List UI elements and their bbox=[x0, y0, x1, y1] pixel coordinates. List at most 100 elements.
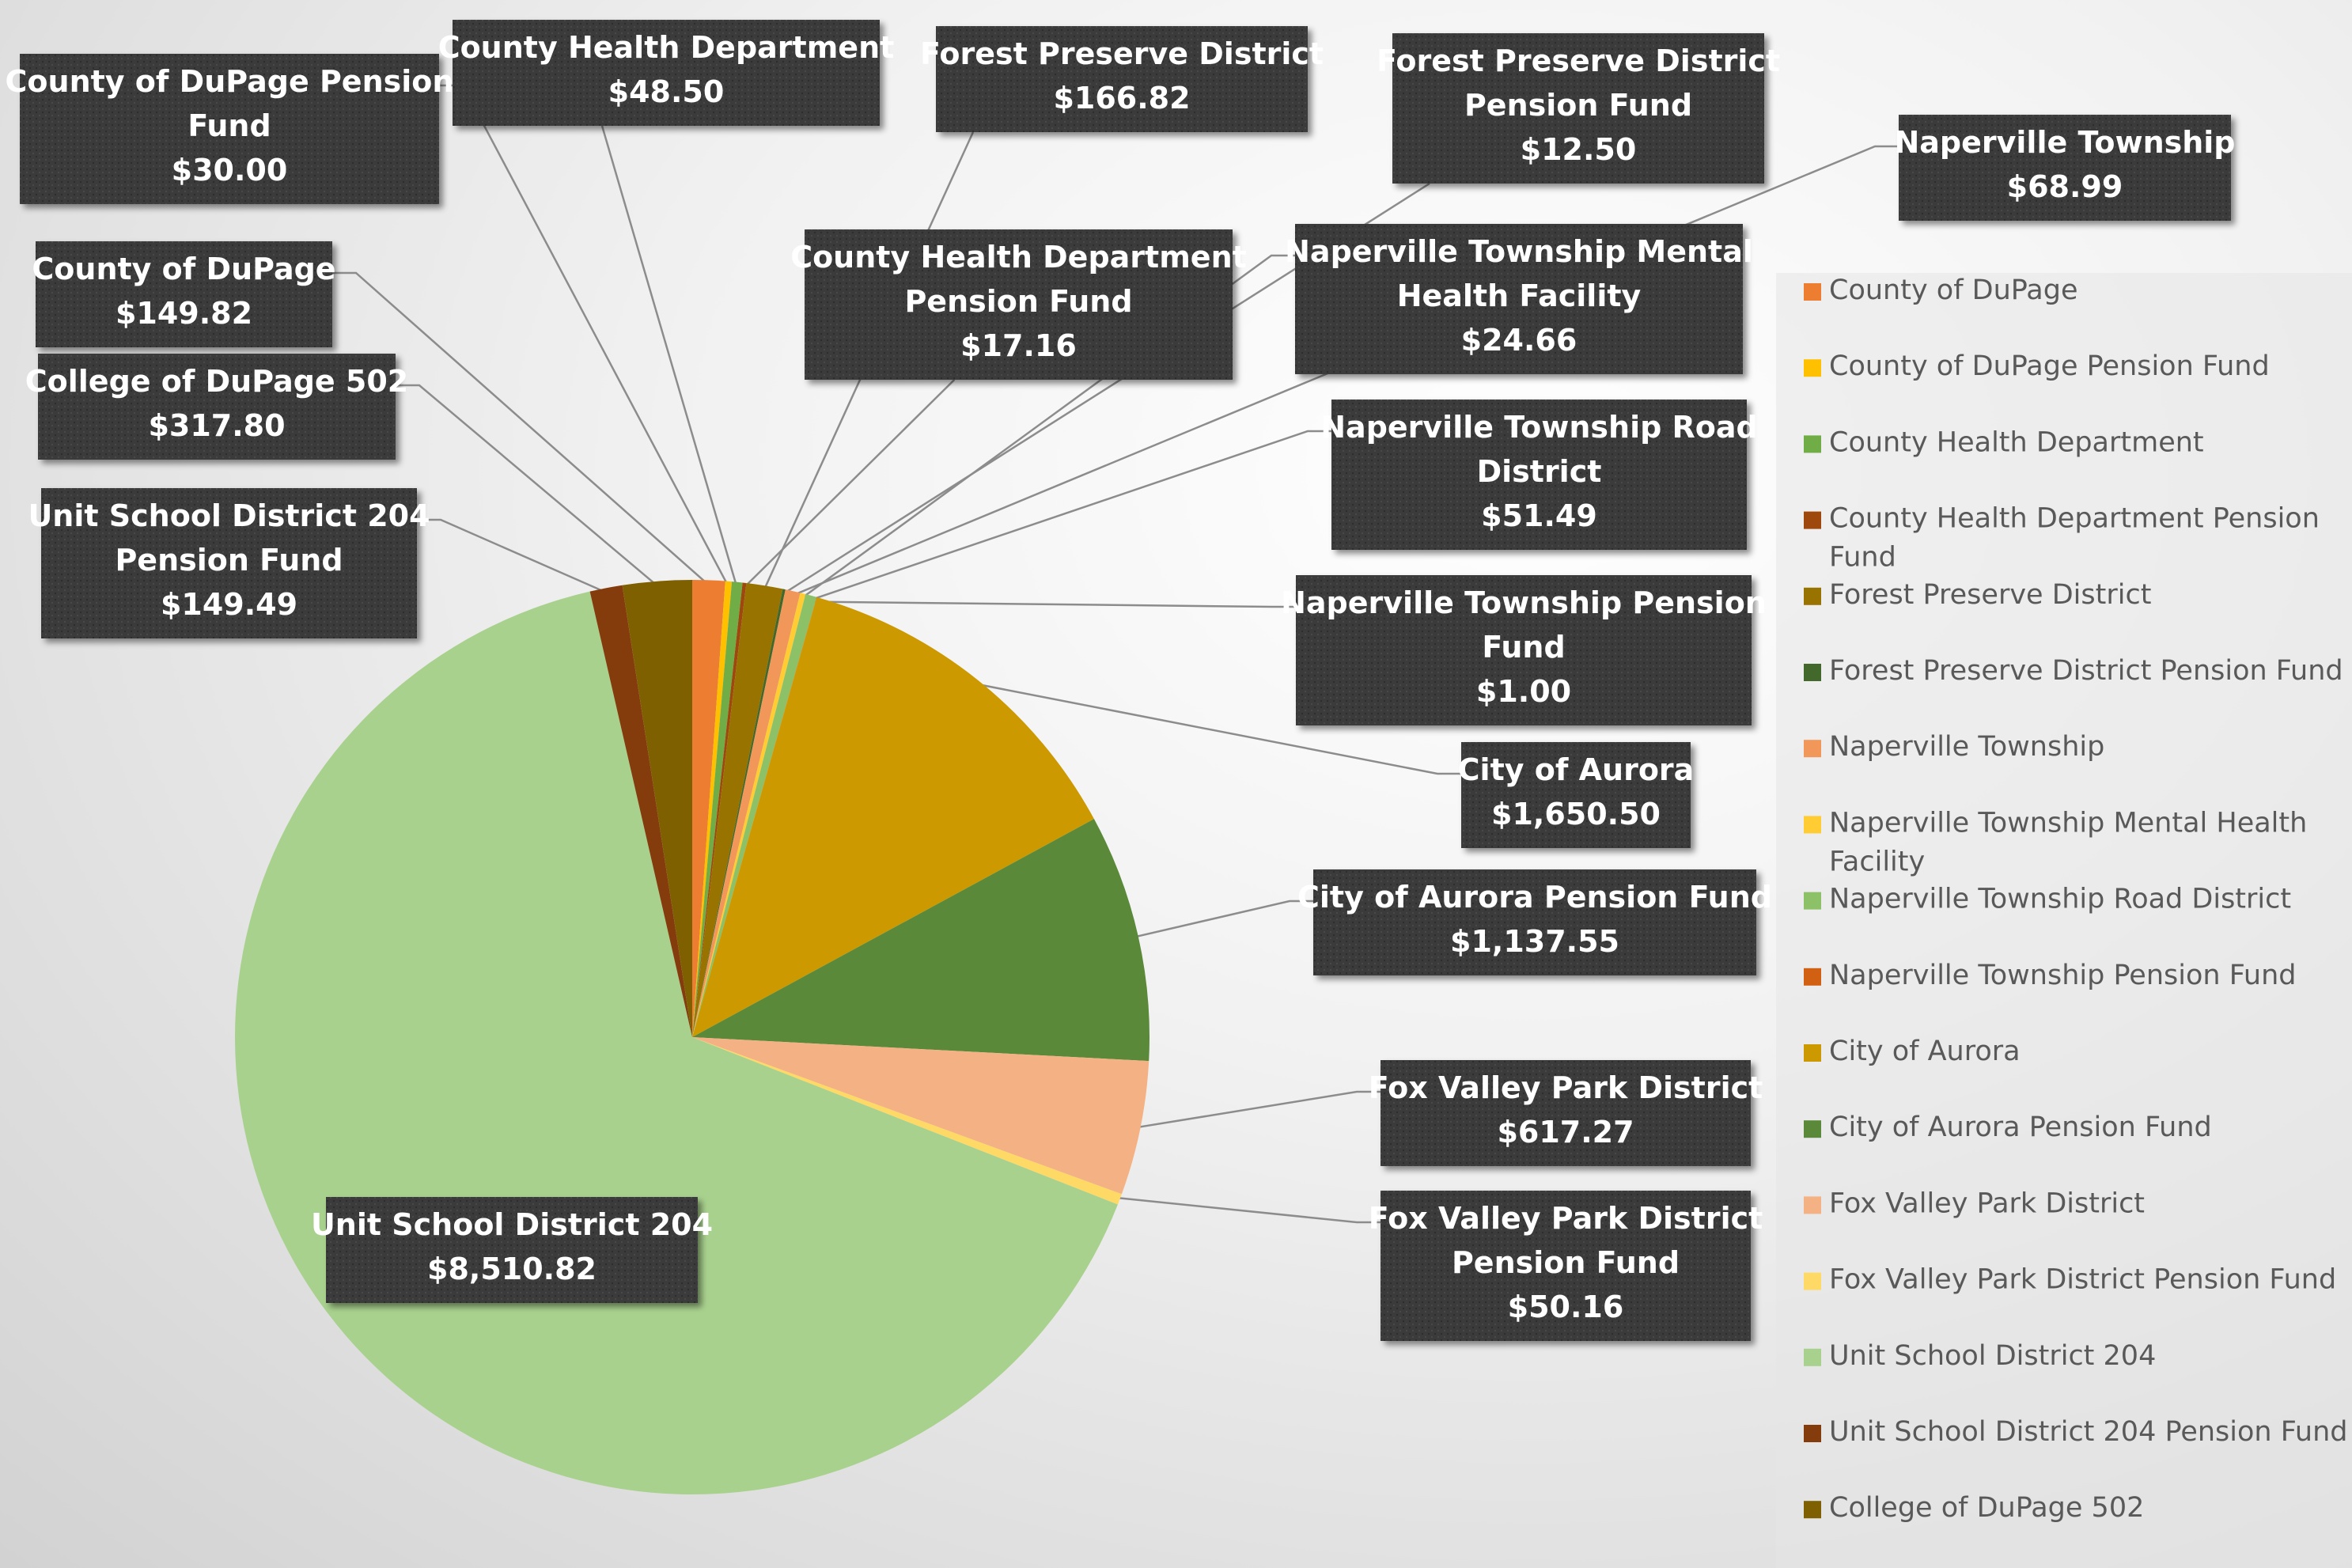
leader-line-county-of-dupage-pension-fund bbox=[439, 84, 729, 587]
callout-box bbox=[453, 20, 880, 126]
slice-county-health-department-pension-fund bbox=[692, 582, 747, 1037]
legend-label: County of DuPage Pension Fund bbox=[1829, 350, 2270, 382]
legend-label: Naperville Township Road District bbox=[1829, 884, 2291, 915]
callout-naperville-township: Naperville Township $68.99 bbox=[1894, 115, 2236, 221]
callout-box bbox=[20, 54, 439, 204]
legend-swatch bbox=[1804, 740, 1821, 758]
legend-label: City of Aurora bbox=[1829, 1036, 2021, 1067]
pie-slices bbox=[235, 580, 1149, 1494]
legend-item-naperville-township: Naperville Township bbox=[1804, 731, 2104, 763]
leader-line-naperville-township bbox=[791, 145, 1899, 597]
callout-box bbox=[36, 241, 332, 347]
legend-swatch bbox=[1804, 1196, 1821, 1214]
slice-forest-preserve-district-pension-fund bbox=[692, 589, 786, 1037]
callout-box bbox=[1461, 742, 1691, 848]
legend-panel bbox=[1776, 273, 2352, 1568]
callout-naperville-township-road-district: Naperville Township Road District $51.49 bbox=[1320, 400, 1758, 550]
callout-county-health-department: County Health Department $48.50 bbox=[438, 20, 894, 126]
callout-label: County of DuPage $149.82 bbox=[32, 252, 335, 331]
callout-county-of-dupage-pension-fund: County of DuPage Pension Fund $30.00 bbox=[6, 54, 454, 204]
leader-line-city-of-aurora-pension-fund bbox=[1133, 900, 1313, 938]
callout-naperville-township-pension-fund: Naperville Township Pension Fund $1.00 bbox=[1281, 575, 1767, 725]
legend-swatch bbox=[1804, 511, 1821, 529]
callout-county-of-dupage: County of DuPage $149.82 bbox=[32, 241, 336, 347]
callout-fox-valley-park-district: Fox Valley Park District $617.27 bbox=[1369, 1060, 1763, 1166]
leader-line-naperville-township-road-district bbox=[809, 430, 1331, 601]
legend-swatch bbox=[1804, 1272, 1821, 1290]
callout-label: Fox Valley Park District Pension Fund $50.… bbox=[1369, 1201, 1763, 1324]
legend-item-naperville-township-pension-fund: Naperville Township Pension Fund bbox=[1804, 960, 2297, 991]
leader-line-fox-valley-park-district-pension-fund bbox=[1115, 1196, 1381, 1224]
legend-item-naperville-township-mental-health-facility: Naperville Township Mental Health Facilit… bbox=[1804, 807, 2307, 877]
legend-swatch bbox=[1804, 283, 1821, 301]
slice-fox-valley-park-district-pension-fund bbox=[692, 1037, 1122, 1205]
legend-item-fox-valley-park-district-pension-fund: Fox Valley Park District Pension Fund bbox=[1804, 1264, 2336, 1296]
legend-label: College of DuPage 502 bbox=[1829, 1492, 2144, 1524]
legend-swatch bbox=[1804, 1120, 1821, 1138]
legend: County of DuPage County of DuPage Pension… bbox=[1804, 275, 2348, 1524]
slice-naperville-township-road-district bbox=[692, 594, 817, 1037]
legend-item-city-of-aurora-pension-fund: City of Aurora Pension Fund bbox=[1804, 1112, 2212, 1143]
callout-label: College of DuPage 502 $317.80 bbox=[25, 364, 408, 443]
callout-unit-school-district-204-pension-fund: Unit School District 204 Pension Fund $149… bbox=[28, 488, 430, 638]
callout-box bbox=[1331, 400, 1747, 550]
callout-label: Fox Valley Park District $617.27 bbox=[1369, 1070, 1763, 1149]
legend-label: Fox Valley Park District bbox=[1829, 1187, 2145, 1219]
callout-label: Naperville Township Road District $51.49 bbox=[1320, 410, 1757, 533]
slice-fox-valley-park-district bbox=[692, 1037, 1149, 1195]
callout-box bbox=[1381, 1060, 1751, 1166]
slice-unit-school-district-204-pension-fund bbox=[589, 585, 692, 1037]
leader-line-fox-valley-park-district bbox=[1135, 1090, 1381, 1129]
leader-line-college-of-dupage-502 bbox=[396, 384, 658, 587]
legend-label: City of Aurora Pension Fund bbox=[1829, 1112, 2212, 1143]
legend-label: Forest Preserve District Pension Fund bbox=[1829, 655, 2343, 687]
legend-item-forest-preserve-district: Forest Preserve District bbox=[1804, 579, 2151, 611]
slice-naperville-township-pension-fund bbox=[692, 597, 817, 1037]
legend-item-fox-valley-park-district: Fox Valley Park District bbox=[1804, 1187, 2145, 1219]
callout-box bbox=[41, 488, 417, 638]
slice-county-of-dupage-pension-fund bbox=[692, 581, 733, 1037]
slice-naperville-township bbox=[692, 589, 801, 1037]
callout-box bbox=[1392, 33, 1764, 184]
slice-naperville-township-mental-health-facility bbox=[692, 593, 806, 1037]
callout-county-health-department-pension-fund: County Health Department Pension Fund $17.… bbox=[790, 229, 1247, 380]
legend-swatch bbox=[1804, 892, 1821, 910]
callout-label: Naperville Township Mental Health Facilit… bbox=[1285, 234, 1753, 358]
callout-forest-preserve-district: Forest Preserve District $166.82 bbox=[920, 26, 1324, 132]
callout-forest-preserve-district-pension-fund: Forest Preserve District Pension Fund $12.… bbox=[1377, 33, 1780, 184]
callout-unit-school-district-204: Unit School District 204 $8,510.82 bbox=[311, 1197, 713, 1303]
callout-college-of-dupage-502: College of DuPage 502 $317.80 bbox=[25, 354, 408, 460]
slice-county-health-department bbox=[692, 581, 743, 1037]
callout-box bbox=[1313, 869, 1756, 975]
legend-label: County of DuPage bbox=[1829, 275, 2078, 306]
legend-swatch bbox=[1804, 816, 1821, 834]
callout-box bbox=[326, 1197, 698, 1303]
slice-forest-preserve-district bbox=[692, 583, 783, 1037]
callout-fox-valley-park-district-pension-fund: Fox Valley Park District Pension Fund $50.… bbox=[1369, 1191, 1763, 1341]
leader-line-naperville-township-mental-health-facility bbox=[801, 254, 1295, 600]
leader-line-county-health-department-pension-fund bbox=[743, 379, 956, 589]
legend-label: Unit School District 204 bbox=[1829, 1340, 2156, 1372]
callout-box bbox=[1296, 575, 1752, 725]
callout-city-of-aurora: City of Aurora $1,650.50 bbox=[1458, 742, 1695, 848]
slice-city-of-aurora bbox=[692, 597, 1094, 1037]
legend-swatch bbox=[1804, 1044, 1821, 1062]
legend-item-unit-school-district-204-pension-fund: Unit School District 204 Pension Fund bbox=[1804, 1416, 2348, 1448]
callout-label: City of Aurora $1,650.50 bbox=[1458, 752, 1695, 831]
callout-label: Naperville Township $68.99 bbox=[1894, 125, 2235, 204]
legend-item-college-of-dupage-502: College of DuPage 502 bbox=[1804, 1492, 2144, 1524]
legend-label: Naperville Township Pension Fund bbox=[1829, 960, 2297, 991]
legend-item-county-health-department-pension-fund: County Health Department Pension Fund bbox=[1804, 503, 2320, 574]
legend-swatch bbox=[1804, 359, 1821, 377]
leader-line-unit-school-district-204-pension-fund bbox=[417, 518, 608, 594]
legend-label: County Health Department bbox=[1829, 426, 2204, 458]
callout-box bbox=[805, 229, 1233, 380]
leader-line-county-health-department bbox=[600, 125, 738, 588]
legend-label: Naperville Township bbox=[1829, 731, 2104, 763]
legend-swatch bbox=[1804, 587, 1821, 605]
callout-label: County of DuPage Pension Fund $30.00 bbox=[6, 64, 454, 187]
legend-swatch bbox=[1804, 968, 1821, 986]
legend-label: Forest Preserve District bbox=[1829, 579, 2151, 611]
callout-label: City of Aurora Pension Fund $1,137.55 bbox=[1297, 880, 1772, 959]
legend-item-county-of-dupage-pension-fund: County of DuPage Pension Fund bbox=[1804, 350, 2270, 382]
